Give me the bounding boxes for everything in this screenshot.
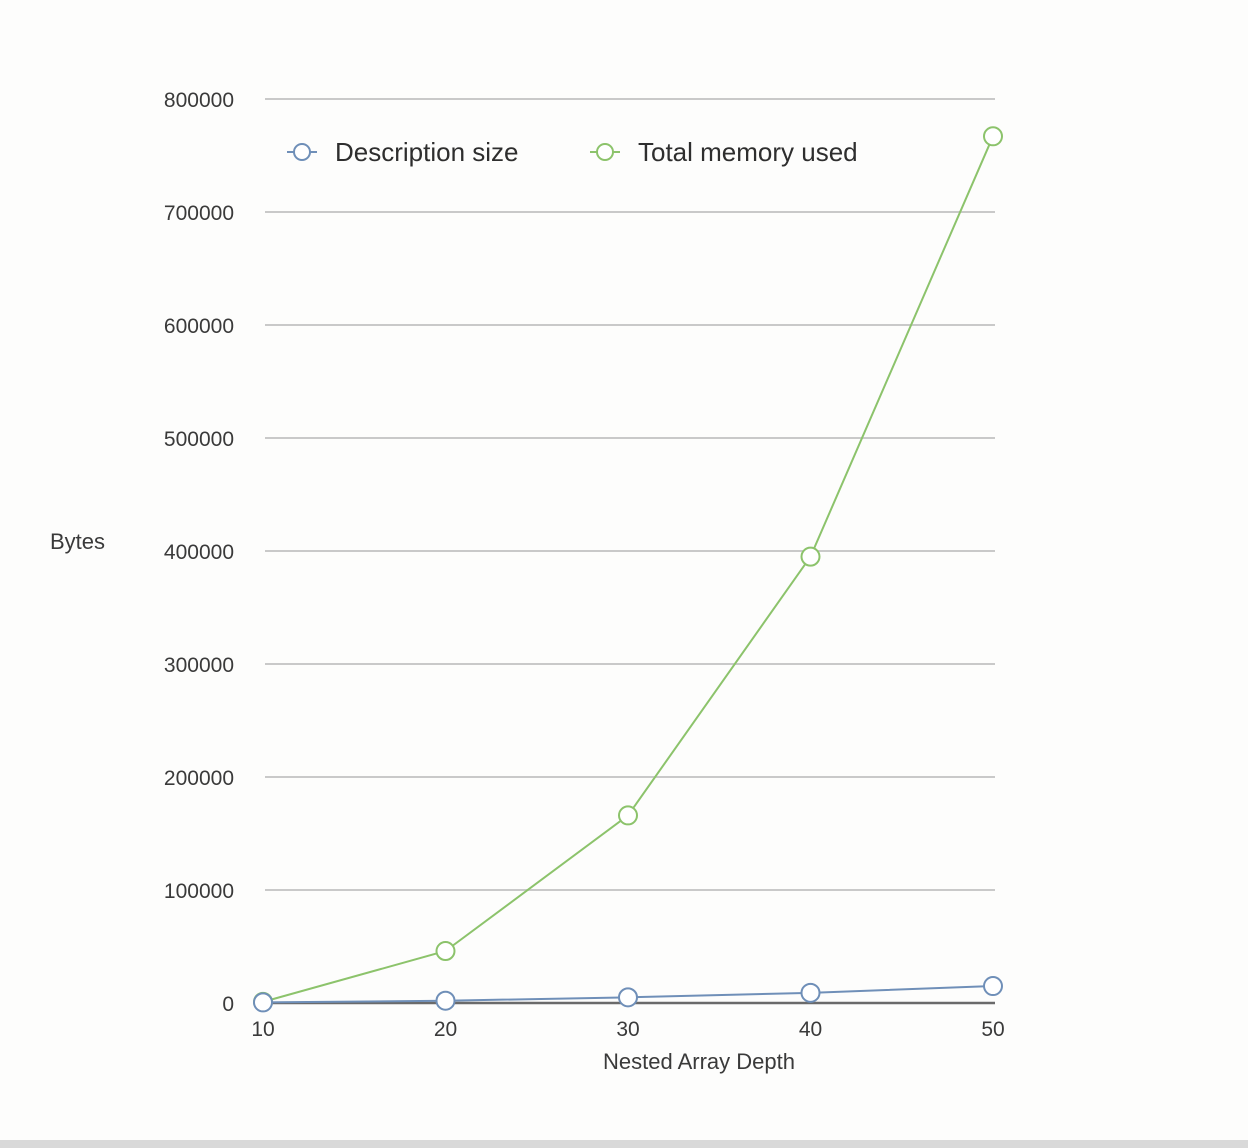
data-point	[800, 982, 821, 1003]
y-axis-ticks: 0 100000 200000 300000 400000 500000 600000 700…	[164, 89, 234, 1016]
x-tick-label: 20	[434, 1018, 457, 1041]
legend-label-total-memory-used: Total memory used	[638, 137, 858, 167]
y-tick-label: 200000	[164, 767, 234, 790]
data-point	[800, 546, 821, 567]
data-point	[983, 126, 1003, 147]
y-tick-label: 700000	[164, 202, 234, 225]
y-axis-title: Bytes	[50, 529, 105, 554]
data-point	[253, 992, 273, 1013]
y-tick-label: 100000	[164, 880, 234, 903]
data-point	[435, 990, 456, 1011]
legend-item-description-size: Description size	[287, 137, 519, 167]
y-tick-label: 400000	[164, 541, 234, 564]
legend: Description size Total memory used	[287, 137, 858, 167]
legend-swatch-marker	[596, 143, 614, 161]
data-point	[983, 976, 1003, 997]
bottom-border	[0, 1140, 1248, 1148]
data-point	[618, 987, 638, 1008]
legend-item-total-memory-used: Total memory used	[590, 137, 858, 167]
y-tick-label: 300000	[164, 654, 234, 677]
x-tick-label: 50	[981, 1018, 1004, 1041]
legend-label-description-size: Description size	[335, 137, 519, 167]
series-lines	[253, 126, 1003, 1013]
x-axis-title: Nested Array Depth	[603, 1049, 795, 1074]
x-tick-label: 30	[616, 1018, 639, 1041]
data-point	[435, 941, 456, 962]
series-total-memory-used	[253, 126, 1003, 1012]
gridlines	[265, 98, 995, 1005]
y-tick-label: 800000	[164, 89, 234, 112]
x-tick-label: 40	[799, 1018, 822, 1041]
y-tick-label: 600000	[164, 315, 234, 338]
series-line	[262, 135, 994, 1003]
y-tick-label: 500000	[164, 428, 234, 451]
legend-swatch-marker	[293, 143, 311, 161]
x-tick-label: 10	[251, 1018, 274, 1041]
y-tick-label: 0	[222, 993, 234, 1016]
data-point	[618, 805, 638, 826]
series-description-size	[253, 976, 1003, 1013]
x-axis-ticks: 10 20 30 40 50	[251, 1018, 1004, 1041]
